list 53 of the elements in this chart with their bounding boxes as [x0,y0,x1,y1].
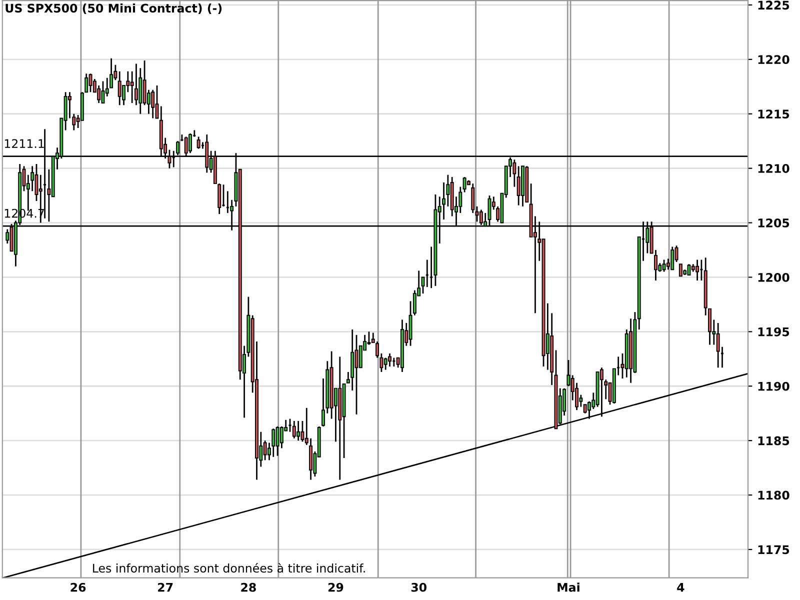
candlestick [678,264,682,277]
candlestick [151,89,155,119]
candlestick [475,206,479,222]
candlestick [421,276,425,294]
y-tick-label: 1195 [758,327,790,336]
candlestick [471,182,475,214]
candlestick [384,357,388,370]
y-tick-label: 1220 [758,55,790,64]
y-tick-label: 1175 [758,545,790,554]
y-tick-label: 1200 [758,272,790,282]
candlestick [512,158,516,188]
candlestick [462,176,466,193]
y-tick-label: 1205 [758,218,790,228]
x-tick-label: 28 [241,582,256,592]
chart-title: US SPX500 (50 Mini Contract) (-) [6,3,222,14]
x-tick-label: 30 [411,582,426,592]
y-tick-label: 1215 [758,110,790,119]
y-tick-label: 1210 [758,164,790,173]
candlestick [300,420,304,442]
candlestick [276,426,280,457]
candlestick [388,352,392,368]
candlestick [222,184,226,208]
x-tick-label: Mai [558,582,580,592]
candlestick [309,438,313,480]
candlestick [188,132,192,154]
candlestick [196,136,200,150]
y-tick-label: 1180 [758,490,790,500]
x-tick-label: 4 [677,583,684,592]
x-tick-label: 27 [158,582,173,592]
candlestick [263,440,267,461]
y-tick-label: 1225 [758,0,790,10]
candlestick [134,63,138,106]
candlestick [97,84,101,104]
candlestick [296,420,300,442]
x-tick-label: 26 [70,582,86,592]
annotation: Les informations sont données à titre indicatif. [93,563,365,573]
candlestick [272,428,276,458]
candlestick [118,70,122,106]
candlestick [101,80,105,104]
candlestick [716,322,720,368]
candlestick [280,426,284,449]
candlestick [292,420,296,440]
candlestick [358,345,362,368]
candlestick [662,259,666,272]
x-tick-label: 29 [328,582,344,592]
ref-line-label: 1211.1 [4,139,44,148]
y-tick-label: 1185 [758,436,790,446]
candlestick [34,163,38,202]
candlestick [670,246,674,270]
y-tick-label: 1190 [758,382,790,391]
candlestick [516,165,520,206]
candlestick [696,259,700,282]
candlestick [84,72,88,93]
